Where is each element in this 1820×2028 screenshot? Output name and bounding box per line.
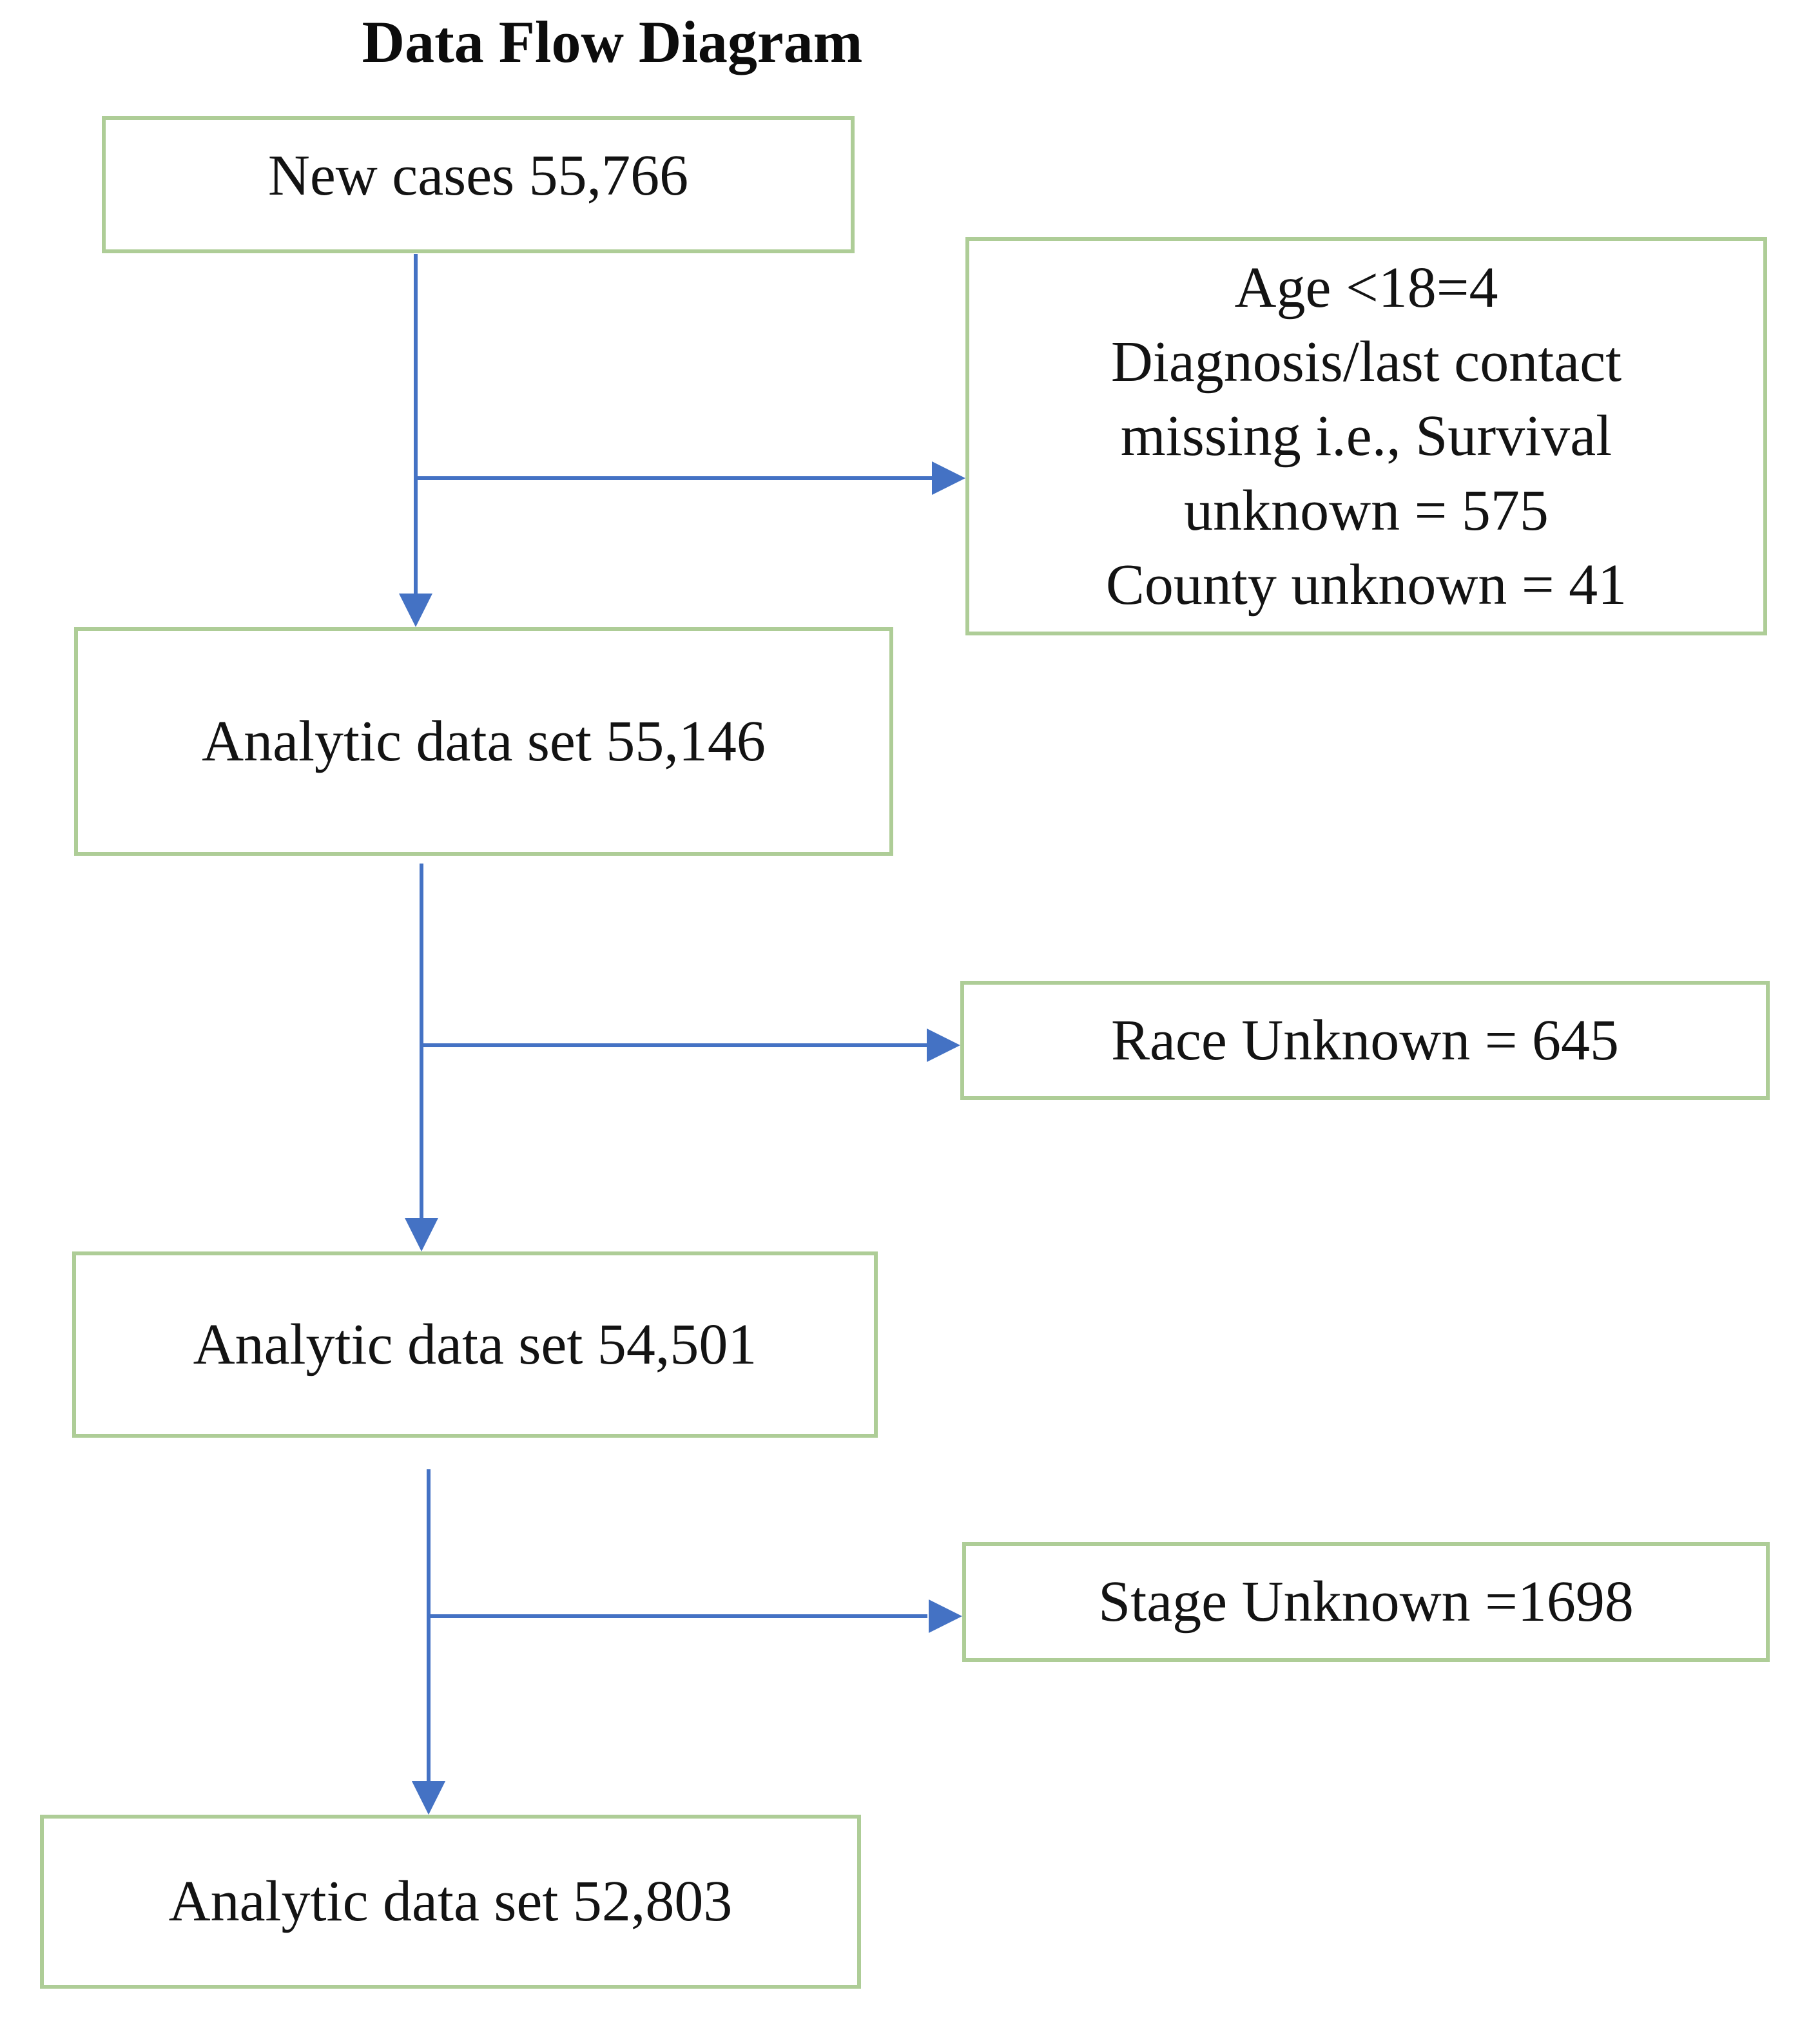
box-analytic-dataset-2-label: Analytic data set 54,501 bbox=[193, 1312, 757, 1376]
box-exclusion-race-unknown-label: Race Unknown = 645 bbox=[1110, 1008, 1620, 1072]
connector-analytic1-to-analytic2 bbox=[420, 864, 423, 1218]
box-analytic-dataset-1-label: Analytic data set 55,146 bbox=[202, 709, 766, 773]
arrowhead-down-icon bbox=[412, 1781, 445, 1815]
box-analytic-dataset-1: Analytic data set 55,146 bbox=[74, 627, 893, 856]
arrowhead-down-icon bbox=[405, 1218, 438, 1251]
arrowhead-right-icon bbox=[929, 1599, 962, 1633]
connector-newcases-to-analytic1 bbox=[414, 254, 418, 594]
connector-analytic2-to-analytic3 bbox=[427, 1469, 431, 1781]
arrowhead-down-icon bbox=[399, 594, 432, 627]
box-analytic-dataset-3-label: Analytic data set 52,803 bbox=[168, 1869, 733, 1934]
box-exclusion-stage-unknown-label: Stage Unknown =1698 bbox=[1098, 1570, 1634, 1634]
box-exclusion-race-unknown: Race Unknown = 645 bbox=[960, 981, 1770, 1100]
box-analytic-dataset-2: Analytic data set 54,501 bbox=[72, 1251, 878, 1438]
box-analytic-dataset-3: Analytic data set 52,803 bbox=[40, 1815, 861, 1989]
box-exclusion-age-survival-county: Age <18=4 Diagnosis/last contact missing… bbox=[965, 237, 1767, 635]
box-exclusion-stage-unknown: Stage Unknown =1698 bbox=[962, 1542, 1770, 1662]
box-new-cases: New cases 55,766 bbox=[102, 116, 855, 253]
connector-branch-to-exclusion-race bbox=[421, 1043, 927, 1047]
arrowhead-right-icon bbox=[932, 461, 965, 495]
box-exclusion-age-survival-county-label: Age <18=4 Diagnosis/last contact missing… bbox=[1105, 256, 1627, 617]
connector-branch-to-exclusion-age bbox=[416, 476, 932, 480]
box-new-cases-label: New cases 55,766 bbox=[267, 143, 689, 208]
diagram-title: Data Flow Diagram bbox=[362, 9, 863, 75]
connector-branch-to-exclusion-stage bbox=[429, 1614, 927, 1618]
arrowhead-right-icon bbox=[927, 1028, 960, 1062]
